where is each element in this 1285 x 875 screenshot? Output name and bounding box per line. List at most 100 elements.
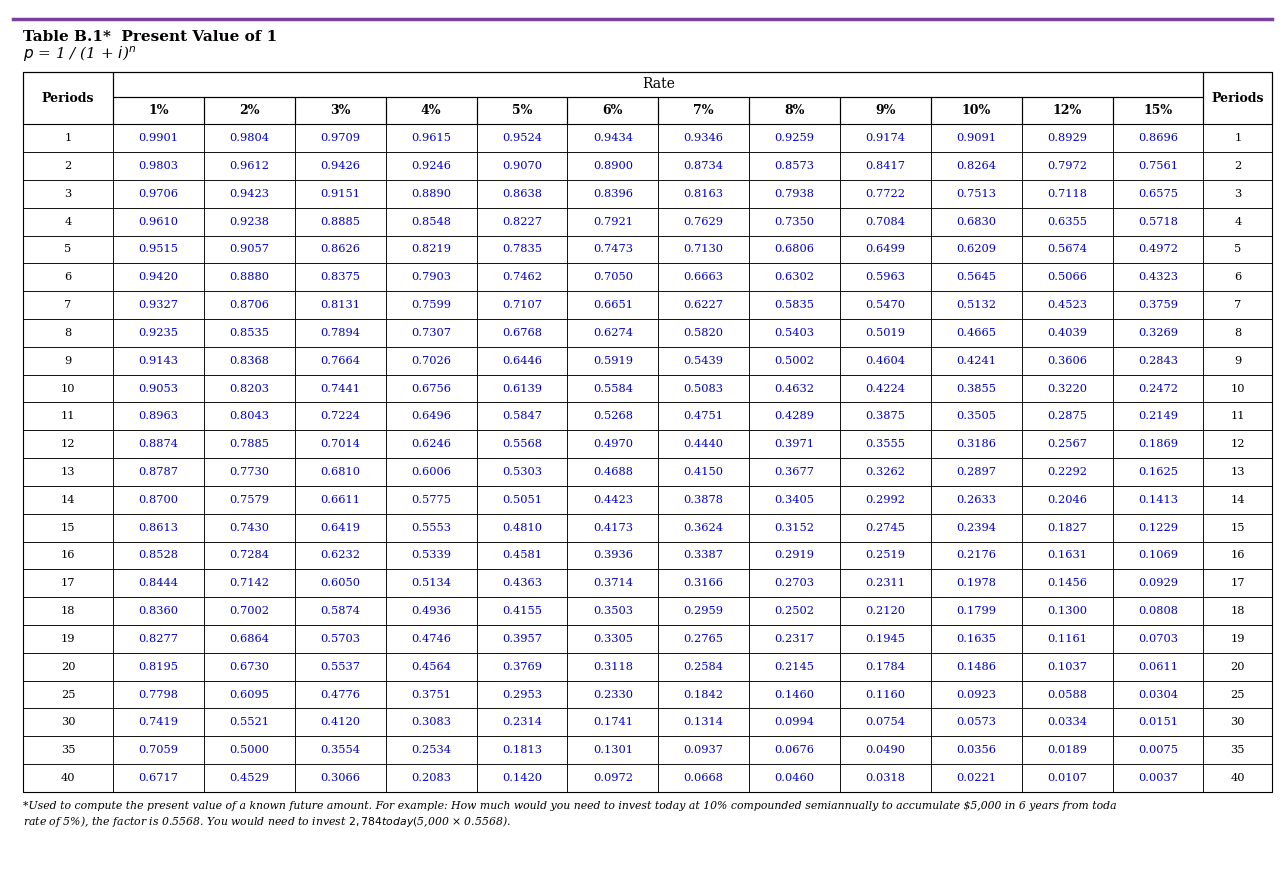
Text: 0.8163: 0.8163 — [684, 189, 723, 199]
Text: 0.8131: 0.8131 — [320, 300, 360, 310]
Bar — [23, 597, 113, 625]
Bar — [204, 764, 294, 792]
Bar — [1113, 514, 1204, 542]
Bar — [840, 319, 930, 346]
Bar — [930, 374, 1022, 402]
Text: 0.7224: 0.7224 — [320, 411, 360, 422]
Text: 0.8885: 0.8885 — [320, 217, 360, 227]
Text: 0.8203: 0.8203 — [229, 383, 270, 394]
Bar — [386, 486, 477, 514]
Bar — [1204, 570, 1272, 597]
Text: 0.1631: 0.1631 — [1047, 550, 1087, 561]
Text: 0.9174: 0.9174 — [865, 133, 906, 144]
Text: 0.9327: 0.9327 — [139, 300, 179, 310]
Bar — [113, 291, 204, 319]
Text: 0.6575: 0.6575 — [1139, 189, 1178, 199]
Bar — [930, 681, 1022, 709]
Bar — [386, 180, 477, 207]
Bar — [930, 402, 1022, 430]
Bar — [1022, 180, 1113, 207]
Bar — [204, 124, 294, 152]
Bar — [930, 346, 1022, 374]
Bar — [658, 709, 749, 736]
Text: 0.2633: 0.2633 — [956, 495, 996, 505]
Text: 20: 20 — [1231, 662, 1245, 672]
Bar — [749, 764, 840, 792]
Bar — [658, 542, 749, 570]
Text: 0.1827: 0.1827 — [1047, 522, 1087, 533]
Text: 0.9346: 0.9346 — [684, 133, 723, 144]
Bar — [658, 235, 749, 263]
Text: 0.7441: 0.7441 — [320, 383, 360, 394]
Text: 0.0588: 0.0588 — [1047, 690, 1087, 699]
Bar — [1022, 653, 1113, 681]
Text: 0.0151: 0.0151 — [1139, 718, 1178, 727]
Bar — [1204, 152, 1272, 180]
Bar — [658, 458, 749, 486]
Text: 0.0703: 0.0703 — [1139, 634, 1178, 644]
Text: 0.2317: 0.2317 — [775, 634, 815, 644]
Bar — [1204, 736, 1272, 764]
Bar — [113, 263, 204, 291]
Bar — [1022, 263, 1113, 291]
Text: 0.9151: 0.9151 — [320, 189, 360, 199]
Text: 0.4150: 0.4150 — [684, 467, 723, 477]
Bar — [749, 458, 840, 486]
Text: 0.0754: 0.0754 — [865, 718, 906, 727]
Text: 0.6246: 0.6246 — [411, 439, 451, 449]
Bar — [204, 458, 294, 486]
Bar — [204, 653, 294, 681]
Bar — [113, 597, 204, 625]
Text: 0.3555: 0.3555 — [865, 439, 906, 449]
Bar — [1204, 709, 1272, 736]
Bar — [294, 458, 385, 486]
Bar — [749, 207, 840, 235]
Text: 0.4776: 0.4776 — [320, 690, 360, 699]
Bar — [23, 152, 113, 180]
Text: 0.3875: 0.3875 — [865, 411, 906, 422]
Bar — [1113, 653, 1204, 681]
Text: 0.2176: 0.2176 — [956, 550, 996, 561]
Text: 0.6499: 0.6499 — [865, 244, 906, 255]
Bar — [930, 124, 1022, 152]
Text: 10: 10 — [1231, 383, 1245, 394]
Bar — [1113, 374, 1204, 402]
Text: 0.7921: 0.7921 — [592, 217, 632, 227]
Text: 0.4423: 0.4423 — [592, 495, 632, 505]
Text: 0.9709: 0.9709 — [320, 133, 360, 144]
Bar — [23, 653, 113, 681]
Text: 0.4155: 0.4155 — [502, 606, 542, 616]
Text: 0.8360: 0.8360 — [139, 606, 179, 616]
Text: 0.9143: 0.9143 — [139, 356, 179, 366]
Text: 0.3855: 0.3855 — [956, 383, 996, 394]
Text: 0.0937: 0.0937 — [684, 746, 723, 755]
Bar — [840, 207, 930, 235]
Text: 0.0994: 0.0994 — [775, 718, 815, 727]
Bar — [1113, 207, 1204, 235]
Text: 5: 5 — [1234, 244, 1241, 255]
Bar — [294, 374, 385, 402]
Text: 0.2843: 0.2843 — [1139, 356, 1178, 366]
Bar — [477, 180, 568, 207]
Text: 0.5847: 0.5847 — [502, 411, 542, 422]
Text: 0.2567: 0.2567 — [1047, 439, 1087, 449]
Bar — [477, 346, 568, 374]
Text: 13: 13 — [60, 467, 76, 477]
Bar — [386, 625, 477, 653]
Text: 8%: 8% — [784, 104, 804, 117]
Text: 0.2046: 0.2046 — [1047, 495, 1087, 505]
Text: 15%: 15% — [1144, 104, 1173, 117]
Text: 0.2765: 0.2765 — [684, 634, 723, 644]
Bar — [477, 152, 568, 180]
Bar — [23, 346, 113, 374]
Text: 9: 9 — [1234, 356, 1241, 366]
Text: 0.1160: 0.1160 — [865, 690, 906, 699]
Bar — [930, 570, 1022, 597]
Bar — [1113, 597, 1204, 625]
Bar — [840, 764, 930, 792]
Bar — [1113, 235, 1204, 263]
Text: 10: 10 — [60, 383, 76, 394]
Text: 0.0460: 0.0460 — [775, 773, 815, 783]
Text: 0.0107: 0.0107 — [1047, 773, 1087, 783]
Text: 0.4936: 0.4936 — [411, 606, 451, 616]
